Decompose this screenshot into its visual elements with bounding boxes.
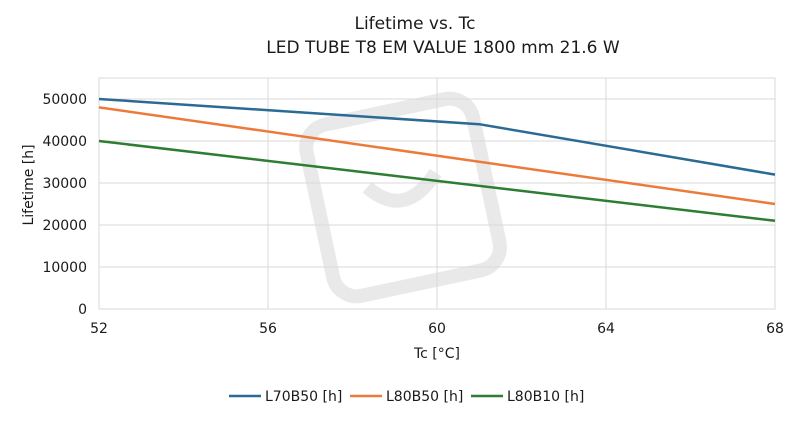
series-line-l80b50	[98, 106, 776, 206]
grid	[98, 77, 776, 310]
legend-label: L80B50 [h]	[386, 389, 463, 405]
series-line-l70b50	[98, 97, 776, 176]
x-tick-label: 68	[766, 321, 784, 337]
x-tick-label: 52	[90, 321, 108, 337]
series-line-l80b10	[98, 139, 776, 223]
watermark-logo	[299, 91, 507, 304]
legend: L70B50 [h] L80B50 [h] L80B10 [h]	[229, 389, 584, 405]
chart-title: Lifetime vs. Tc	[354, 14, 475, 34]
y-tick-label: 0	[78, 302, 87, 318]
x-tick-label: 60	[428, 321, 446, 337]
x-tick-label: 56	[259, 321, 277, 337]
series-group	[98, 97, 776, 223]
legend-label: L70B50 [h]	[265, 389, 342, 405]
legend-label: L80B10 [h]	[507, 389, 584, 405]
x-axis-ticks: 52 56 60 64 68	[90, 321, 784, 337]
y-tick-label: 50000	[42, 92, 87, 108]
chart-subtitle: LED TUBE T8 EM VALUE 1800 mm 21.6 W	[266, 38, 620, 58]
y-axis-ticks: 0 10000 20000 30000 40000 50000	[42, 92, 87, 318]
legend-item: L70B50 [h]	[229, 389, 342, 405]
x-tick-label: 64	[597, 321, 615, 337]
legend-item: L80B50 [h]	[350, 389, 463, 405]
y-tick-label: 30000	[42, 176, 87, 192]
y-tick-label: 20000	[42, 218, 87, 234]
y-tick-label: 40000	[42, 134, 87, 150]
legend-item: L80B10 [h]	[471, 389, 584, 405]
x-axis-label: Tc [°C]	[413, 346, 460, 362]
y-axis-label: Lifetime [h]	[21, 144, 37, 225]
y-tick-label: 10000	[42, 260, 87, 276]
